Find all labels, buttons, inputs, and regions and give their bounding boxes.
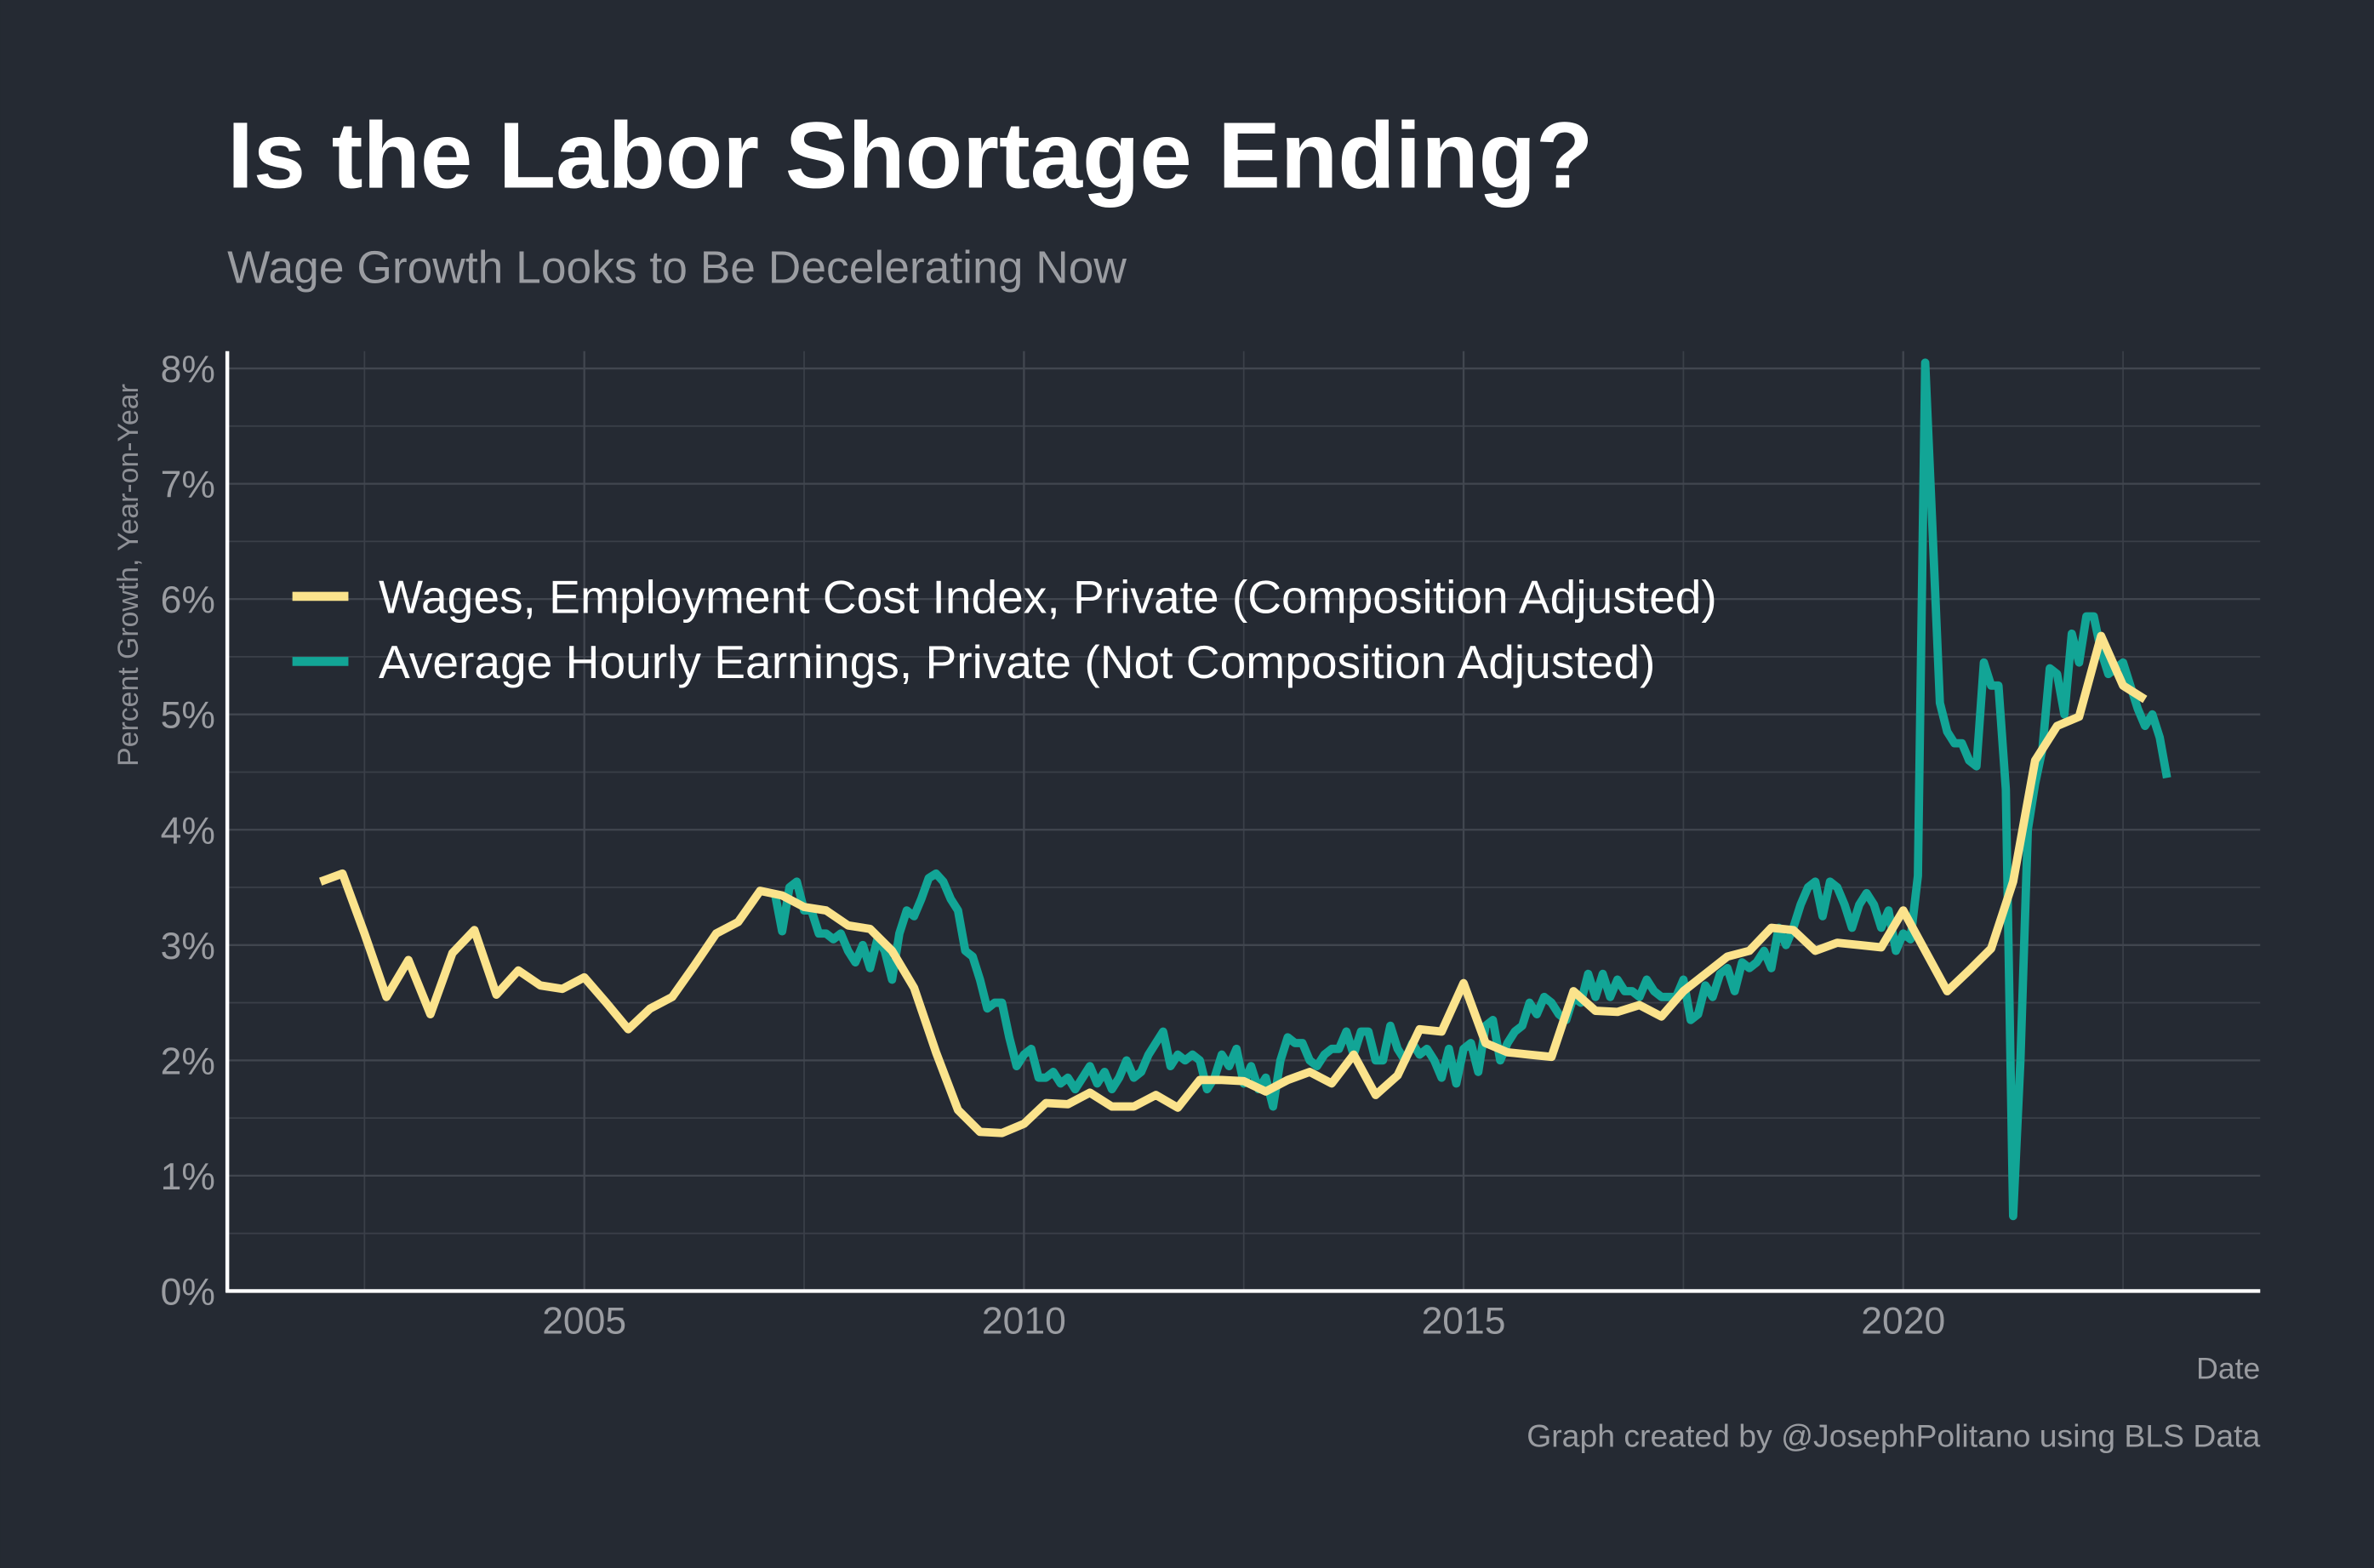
y-tick-label: 6% [161,579,215,621]
series-line [318,631,2148,1138]
y-tick-label: 8% [161,349,215,391]
y-tick-label: 3% [161,926,215,967]
chart-title: Is the Labor Shortage Ending? [227,104,1593,208]
x-tick-label: 2015 [1422,1300,1506,1342]
x-tick-label: 2020 [1861,1300,1945,1342]
y-tick-label: 4% [161,810,215,852]
series-line [770,358,2171,1221]
caption: Graph created by @JosephPolitano using B… [1527,1418,2260,1454]
x-tick-label: 2005 [542,1300,626,1342]
y-tick-label: 1% [161,1156,215,1198]
y-tick-label: 5% [161,695,215,737]
y-axis-label: Percent Growth, Year-on-Year [112,384,145,767]
y-tick-label: 0% [161,1271,215,1313]
legend: Wages, Employment Cost Index, Private (C… [292,570,1717,688]
x-axis-label: Date [2196,1352,2260,1386]
axes: 0% 1% 2% 3% 4% 5% 6% 7% 8% 2005 2010 2015 2020 [161,349,2261,1342]
legend-label: Wages, Employment Cost Index, Private (C… [379,570,1717,623]
plot-lines [318,358,2171,1221]
y-tick-label: 7% [161,465,215,506]
chart-subtitle: Wage Growth Looks to Be Decelerating Now [227,243,1127,294]
y-tick-label: 2% [161,1041,215,1082]
x-tick-label: 2010 [982,1300,1066,1342]
legend-label: Average Hourly Earnings, Private (Not Co… [379,636,1655,688]
